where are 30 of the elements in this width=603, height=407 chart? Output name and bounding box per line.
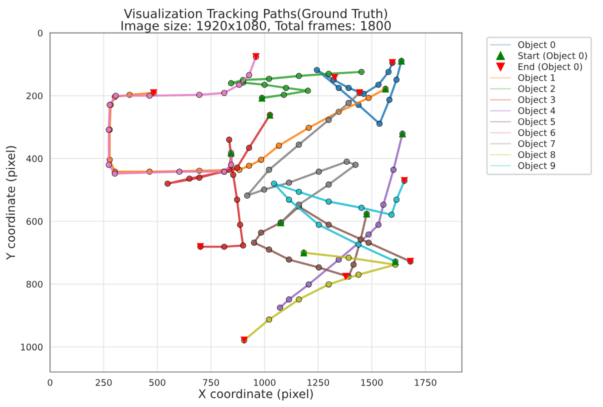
legend-label: Object 5	[518, 118, 555, 127]
legend-label: End (Object 0)	[518, 63, 582, 72]
legend-label: Object 6	[518, 129, 556, 138]
legend-label: Object 7	[518, 140, 555, 149]
legend-label: Object 9	[518, 162, 556, 171]
legend-label: Object 2	[518, 85, 555, 94]
legend-label: Object 0	[518, 41, 556, 50]
chart-subtitle: Image size: 1920x1080, Total frames: 1800	[122, 20, 391, 33]
y-tick-label: 400	[26, 155, 43, 162]
y-tick-label: 1000	[21, 344, 43, 350]
x-tick-label: 0	[48, 379, 52, 386]
y-tick-label: 800	[26, 280, 43, 288]
x-tick-label: 750	[203, 379, 219, 386]
y-axis-title: Y coordinate (pixel)	[6, 146, 18, 260]
x-tick-label: 1250	[308, 379, 330, 386]
x-tick-label: 500	[149, 379, 166, 386]
y-tick-label: 0	[38, 30, 43, 37]
legend-label: Object 3	[518, 96, 555, 105]
x-tick-label: 1500	[361, 379, 383, 386]
chart-title: Visualization Tracking Paths(Ground Truth)	[124, 8, 388, 21]
y-tick-label: 600	[26, 218, 43, 225]
x-tick-label: 1000	[254, 379, 276, 386]
legend-label: Start (Object 0)	[518, 52, 587, 61]
x-tick-label: 1750	[414, 379, 436, 386]
legend-label: Object 1	[518, 74, 555, 83]
x-tick-label: 250	[96, 379, 112, 386]
y-tick-label: 200	[26, 92, 43, 100]
legend-label: Object 8	[518, 151, 556, 160]
legend-label: Object 4	[518, 107, 556, 116]
x-axis-title: X coordinate (pixel)	[198, 389, 313, 400]
